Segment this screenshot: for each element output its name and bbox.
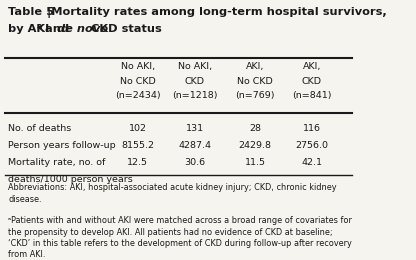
Text: 12.5: 12.5	[127, 158, 149, 167]
Text: Table 5: Table 5	[8, 7, 54, 17]
Text: deaths/1000 person years: deaths/1000 person years	[8, 175, 133, 184]
Text: a: a	[37, 22, 42, 31]
Text: by AKI: by AKI	[8, 24, 50, 34]
Text: 2756.0: 2756.0	[295, 141, 328, 150]
Text: 2429.8: 2429.8	[238, 141, 271, 150]
Text: Abbreviations: AKI, hospital-associated acute kidney injury; CKD, chronic kidney: Abbreviations: AKI, hospital-associated …	[8, 184, 337, 204]
Text: Mortality rate, no. of: Mortality rate, no. of	[8, 158, 106, 167]
Text: Person years follow-up: Person years follow-up	[8, 141, 116, 150]
Text: (n=1218): (n=1218)	[172, 91, 218, 100]
Text: No CKD: No CKD	[237, 76, 273, 86]
Text: (n=769): (n=769)	[235, 91, 275, 100]
Text: 116: 116	[303, 124, 321, 133]
Text: CKD status: CKD status	[87, 24, 162, 34]
Text: No AKI,: No AKI,	[121, 62, 155, 71]
Text: 42.1: 42.1	[301, 158, 322, 167]
Text: No CKD: No CKD	[120, 76, 156, 86]
Text: 4287.4: 4287.4	[178, 141, 211, 150]
Text: (n=2434): (n=2434)	[115, 91, 161, 100]
Text: 11.5: 11.5	[245, 158, 265, 167]
Text: and: and	[41, 24, 73, 34]
Text: |Mortality rates among long-term hospital survivors,: |Mortality rates among long-term hospita…	[47, 7, 386, 18]
Text: CKD: CKD	[185, 76, 205, 86]
Text: 131: 131	[186, 124, 204, 133]
Text: 102: 102	[129, 124, 147, 133]
Text: 30.6: 30.6	[184, 158, 205, 167]
Text: No. of deaths: No. of deaths	[8, 124, 72, 133]
Text: de novo: de novo	[57, 24, 109, 34]
Text: AKI,: AKI,	[246, 62, 264, 71]
Text: 28: 28	[249, 124, 261, 133]
Text: 8155.2: 8155.2	[121, 141, 154, 150]
Text: CKD: CKD	[302, 76, 322, 86]
Text: ᵃPatients with and without AKI were matched across a broad range of covariates f: ᵃPatients with and without AKI were matc…	[8, 216, 352, 259]
Text: No AKI,: No AKI,	[178, 62, 212, 71]
Text: (n=841): (n=841)	[292, 91, 332, 100]
Text: AKI,: AKI,	[302, 62, 321, 71]
